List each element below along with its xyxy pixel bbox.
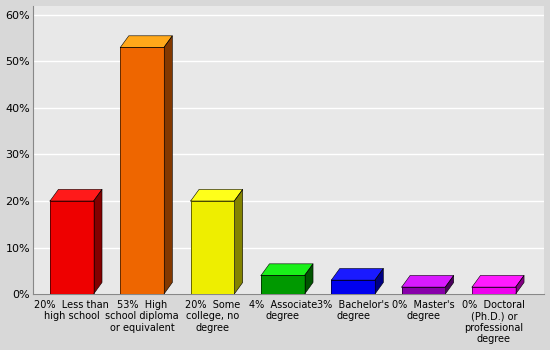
Polygon shape xyxy=(472,287,515,294)
Polygon shape xyxy=(120,36,172,48)
Polygon shape xyxy=(50,201,94,294)
Polygon shape xyxy=(261,264,313,275)
Polygon shape xyxy=(402,275,454,287)
Polygon shape xyxy=(94,189,102,294)
Polygon shape xyxy=(234,189,243,294)
Polygon shape xyxy=(446,275,454,294)
Polygon shape xyxy=(261,275,305,294)
Polygon shape xyxy=(191,201,234,294)
Polygon shape xyxy=(331,280,375,294)
Polygon shape xyxy=(305,264,313,294)
Polygon shape xyxy=(375,268,383,294)
Polygon shape xyxy=(50,189,102,201)
Polygon shape xyxy=(191,189,243,201)
Polygon shape xyxy=(402,287,446,294)
Polygon shape xyxy=(472,275,524,287)
Polygon shape xyxy=(120,48,164,294)
Polygon shape xyxy=(331,268,383,280)
Polygon shape xyxy=(515,275,524,294)
Polygon shape xyxy=(164,36,172,294)
